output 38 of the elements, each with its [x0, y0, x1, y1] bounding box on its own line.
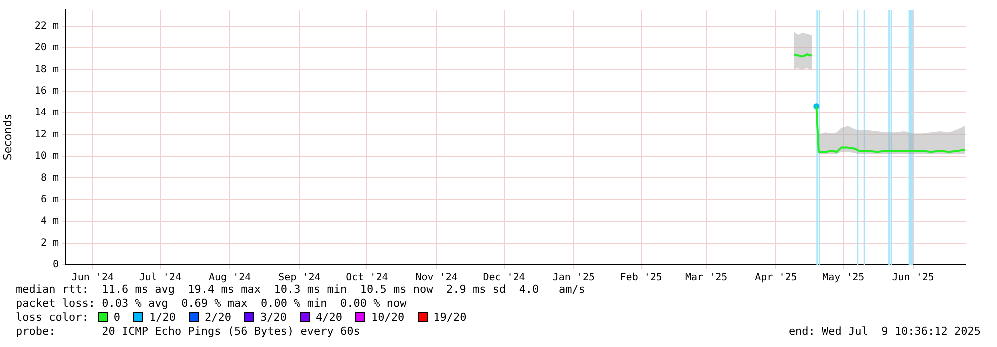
x-tick-label: Dec '24 — [483, 272, 526, 284]
x-tick-label: Aug '24 — [208, 272, 252, 284]
y-tick-label: 18 m — [34, 64, 59, 76]
legend-title: loss color: — [16, 311, 89, 324]
x-tick-label: Jun '25 — [892, 272, 934, 284]
x-tick-label: Oct '24 — [346, 272, 388, 284]
legend-label: 3/20 — [260, 311, 287, 324]
x-tick-label: Feb '25 — [620, 272, 662, 284]
y-tick-label: 20 m — [34, 42, 59, 54]
text: packet loss: 0.03 % avg 0.69 % max 0.00 % min 0.00 % now — [16, 297, 408, 311]
y-tick-label: 0 — [52, 260, 59, 271]
x-tick-label: Jul '24 — [139, 272, 182, 284]
y-tick-label: 2 m — [40, 238, 59, 249]
y-tick-label: 12 m — [34, 129, 59, 140]
text: probe: 20 ICMP Echo Pings (56 Bytes) every 60s — [16, 325, 360, 339]
x-tick-label: Jan '25 — [552, 272, 596, 284]
y-tick-label: 22 m — [34, 20, 59, 32]
legend-label: 0 — [114, 311, 120, 324]
x-tick-label: Jun '24 — [72, 272, 114, 284]
y-tick-label: 8 m — [40, 172, 59, 184]
x-tick-label: Nov '24 — [416, 272, 458, 284]
text: median rtt: 11.6 ms avg 19.4 ms max 10.3 ms min 10.5 ms now 2.9 ms sd 4.0 am/s — [16, 283, 587, 297]
x-tick-label: Apr '25 — [755, 272, 798, 284]
y-tick-label: 6 m — [40, 194, 59, 206]
legend-label: 4/20 — [316, 311, 342, 324]
legend-label: 19/20 — [434, 311, 467, 324]
legend-label: 1/20 — [149, 311, 176, 324]
y-tick-label: 4 m — [40, 216, 59, 228]
x-tick-label: Sep '24 — [278, 272, 321, 284]
y-tick-label: 14 m — [34, 108, 59, 119]
y-axis-title: Seconds — [1, 114, 14, 161]
legend-label: 2/20 — [204, 311, 232, 324]
legend-label: 10/20 — [371, 311, 405, 324]
text: end: Wed Jul 9 10:36:12 2025 — [788, 325, 981, 339]
y-tick-label: 16 m — [34, 86, 59, 97]
x-tick-label: May '25 — [822, 272, 865, 284]
y-tick-label: 10 m — [34, 151, 59, 162]
x-tick-label: Mar '25 — [685, 272, 728, 284]
